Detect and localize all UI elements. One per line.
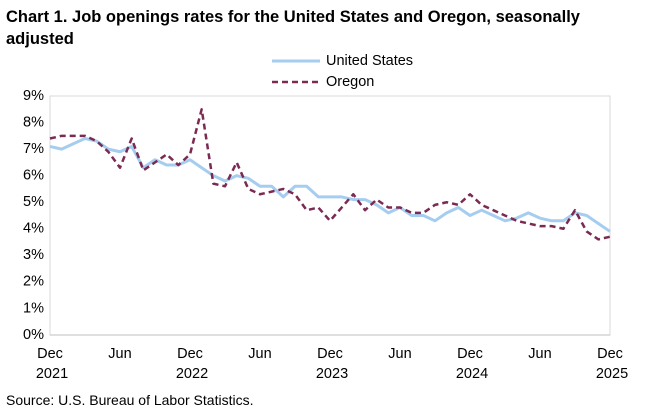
y-tick-label: 6% bbox=[23, 167, 44, 183]
legend-label: United States bbox=[326, 53, 413, 69]
y-tick-label: 2% bbox=[23, 274, 44, 290]
y-tick-label: 1% bbox=[23, 300, 44, 316]
source-note: Source: U.S. Bureau of Labor Statistics. bbox=[6, 392, 254, 408]
y-tick-label: 8% bbox=[23, 114, 44, 130]
y-tick-label: 0% bbox=[23, 327, 44, 343]
y-tick-label: 4% bbox=[23, 221, 44, 237]
chart-title: Chart 1. Job openings rates for the Unit… bbox=[6, 8, 580, 48]
x-tick-label: Dec 2022 bbox=[172, 346, 208, 382]
y-tick-label: 7% bbox=[23, 141, 44, 157]
legend-label: Oregon bbox=[326, 74, 374, 90]
x-tick-label: Jun bbox=[248, 346, 271, 362]
data-line bbox=[49, 136, 611, 233]
data-line bbox=[49, 108, 611, 241]
x-tick-label: Dec 2025 bbox=[592, 346, 628, 382]
x-tick-label: Dec 2024 bbox=[452, 346, 488, 382]
x-tick-label: Jun bbox=[108, 346, 131, 362]
y-tick-label: 9% bbox=[23, 88, 44, 104]
x-tick-label: Dec 2023 bbox=[312, 346, 348, 382]
x-tick-label: Jun bbox=[388, 346, 411, 362]
y-tick-label: 5% bbox=[23, 194, 44, 210]
y-tick-label: 3% bbox=[23, 247, 44, 263]
x-tick-label: Jun bbox=[528, 346, 551, 362]
x-tick-label: Dec 2021 bbox=[32, 346, 68, 382]
